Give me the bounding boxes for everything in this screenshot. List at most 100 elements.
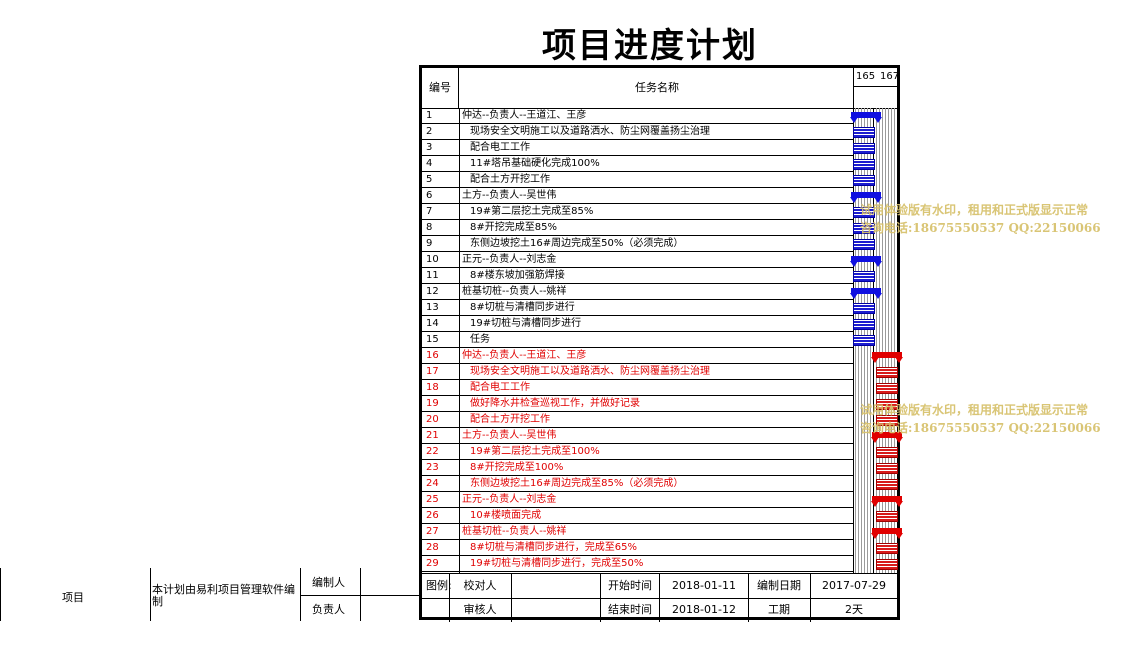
task-number: 20 [426,414,439,425]
task-name: 土方--负责人--吴世伟 [462,190,557,201]
task-bar [853,143,875,154]
task-row[interactable]: 15 任务 [422,332,853,348]
task-name: 配合土方开挖工作 [470,414,550,425]
task-row[interactable]: 6 土方--负责人--吴世伟 [422,188,853,204]
task-row[interactable]: 28 8#切桩与清槽同步进行，完成至65% [422,540,853,556]
left-info-block: 项目 本计划由易利项目管理软件编制 编制人 负责人 [0,565,420,621]
summary-bar [850,192,882,203]
watermark-line2: 咨询电话:18675550537 QQ:22150066 [860,221,1101,235]
watermark-line1: 试用体验版有水印，租用和正式版显示正常 [860,203,1089,217]
task-number: 28 [426,542,439,553]
summary-bar [871,352,903,363]
task-bar [876,399,898,410]
task-bar [853,239,875,250]
task-row[interactable]: 24 东侧边坡挖土16#周边完成至85%（必须完成） [422,476,853,492]
task-number: 1 [426,110,433,121]
compile-date-value: 2017-07-29 [822,579,886,592]
task-name: 正元--负责人--刘志金 [462,254,557,265]
task-row[interactable]: 18 配合电工工作 [422,380,853,396]
task-number: 13 [426,302,439,313]
task-row[interactable]: 7 19#第二层挖土完成至85% [422,204,853,220]
legend-label: 图例: [426,579,452,592]
task-bar [876,447,898,458]
task-row[interactable]: 20 配合土方开挖工作 [422,412,853,428]
task-name: 8#切桩与清槽同步进行 [470,302,575,313]
task-row[interactable]: 12 桩基切桩--负责人--姚祥 [422,284,853,300]
compile-note: 本计划由易利项目管理软件编制 [152,583,295,608]
task-name: 东侧边坡挖土16#周边完成至50%（必须完成） [470,238,684,249]
task-bar [876,367,898,378]
summary-bar [850,112,882,123]
task-number: 9 [426,238,433,249]
task-bar [876,415,898,426]
start-value: 2018-01-11 [672,579,736,592]
task-bar [853,159,875,170]
task-number: 11 [426,270,439,281]
task-row[interactable]: 23 8#开挖完成至100% [422,460,853,476]
period-value: 2天 [845,603,863,616]
task-row[interactable]: 27 桩基切桩--负责人--姚祥 [422,524,853,540]
task-name: 任务 [470,334,490,345]
reviewer-label: 审核人 [463,603,497,616]
task-number: 6 [426,190,433,201]
task-row[interactable]: 4 11#塔吊基础硬化完成100% [422,156,853,172]
task-number: 23 [426,462,439,473]
task-row[interactable]: 14 19#切桩与清槽同步进行 [422,316,853,332]
task-name: 配合电工工作 [470,142,530,153]
task-number: 29 [426,558,439,569]
task-bar [853,335,875,346]
task-row[interactable]: 29 19#切桩与清槽同步进行，完成至50% [422,556,853,572]
task-name: 仲达--负责人--王道江、王彦 [462,110,587,121]
task-name: 8#开挖完成至100% [470,462,564,473]
task-number: 21 [426,430,439,441]
task-name: 土方--负责人--吴世伟 [462,430,557,441]
task-number: 14 [426,318,439,329]
end-value: 2018-01-12 [672,603,736,616]
header-day-165: 165 [856,71,876,82]
summary-bar [850,288,882,299]
task-bar [853,303,875,314]
task-row[interactable]: 5 配合土方开挖工作 [422,172,853,188]
task-number: 15 [426,334,439,345]
task-row[interactable]: 1 仲达--负责人--王道江、王彦 [422,108,853,124]
task-row[interactable]: 21 土方--负责人--吴世伟 [422,428,853,444]
task-number: 12 [426,286,439,297]
task-row[interactable]: 13 8#切桩与清槽同步进行 [422,300,853,316]
end-label: 结束时间 [608,603,652,616]
task-name: 8#楼东坡加强筋焊接 [470,270,565,281]
task-name: 桩基切桩--负责人--姚祥 [462,526,567,537]
task-row[interactable]: 9 东侧边坡挖土16#周边完成至50%（必须完成） [422,236,853,252]
project-label: 项目 [62,591,84,604]
task-row[interactable]: 17 现场安全文明施工以及道路洒水、防尘网覆盖扬尘治理 [422,364,853,380]
task-number: 26 [426,510,439,521]
task-bar [853,127,875,138]
task-row[interactable]: 2 现场安全文明施工以及道路洒水、防尘网覆盖扬尘治理 [422,124,853,140]
task-row[interactable]: 26 10#楼喷面完成 [422,508,853,524]
task-row[interactable]: 3 配合电工工作 [422,140,853,156]
task-row[interactable]: 25 正元--负责人--刘志金 [422,492,853,508]
task-bar [853,207,875,218]
task-number: 2 [426,126,433,137]
task-name: 桩基切桩--负责人--姚祥 [462,286,567,297]
task-row[interactable]: 22 19#第二层挖土完成至100% [422,444,853,460]
task-number: 27 [426,526,439,537]
compiler-label: 编制人 [312,576,345,589]
task-row[interactable]: 16 仲达--负责人--王道江、王彦 [422,348,853,364]
task-bar [876,479,898,490]
task-name: 做好降水井检查巡视工作，并做好记录 [470,398,640,409]
task-row[interactable]: 10 正元--负责人--刘志金 [422,252,853,268]
task-name: 19#切桩与清槽同步进行，完成至50% [470,558,644,569]
task-number: 17 [426,366,439,377]
task-number: 4 [426,158,433,169]
task-row[interactable]: 11 8#楼东坡加强筋焊接 [422,268,853,284]
compile-date-label: 编制日期 [757,579,801,592]
task-number: 10 [426,254,439,265]
task-number: 7 [426,206,433,217]
task-row[interactable]: 8 8#开挖完成至85% [422,220,853,236]
task-bar [853,223,875,234]
task-bar [853,319,875,330]
task-row[interactable]: 19 做好降水井检查巡视工作，并做好记录 [422,396,853,412]
task-name: 8#开挖完成至85% [470,222,557,233]
task-bar [876,543,898,554]
task-number: 5 [426,174,433,185]
